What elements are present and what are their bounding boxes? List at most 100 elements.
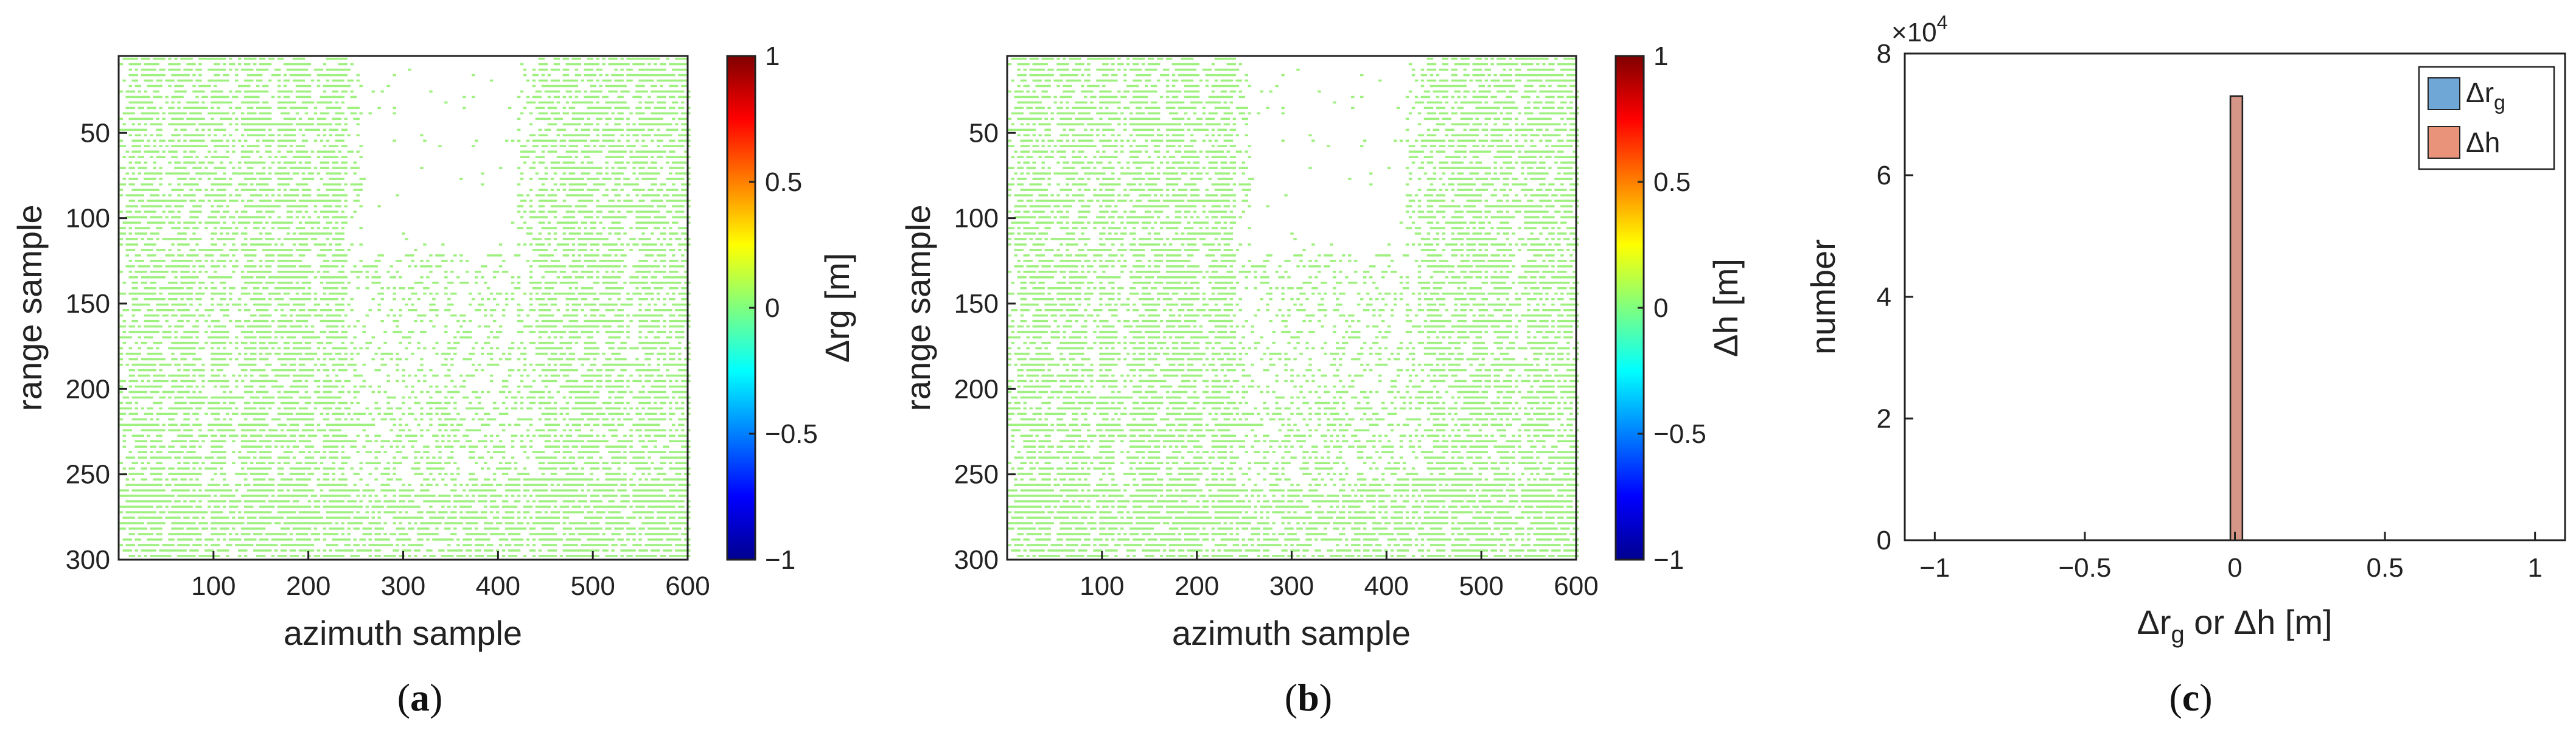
data-point [198,522,202,524]
data-point [120,145,124,148]
data-point [195,506,199,508]
data-point [147,178,150,180]
data-point [211,156,214,159]
data-point [189,210,193,213]
data-point [120,489,124,492]
data-point [129,238,133,240]
data-point [180,489,184,492]
data-point [144,336,148,339]
data-point [135,304,139,306]
data-point [180,298,184,301]
data-point [174,364,178,366]
data-point [168,183,172,186]
data-point [192,533,196,535]
data-point [208,380,211,383]
data-point [186,527,190,530]
data-point [135,134,139,137]
data-point [144,369,148,372]
data-point [208,325,211,328]
data-point [192,134,196,137]
data-point [138,495,142,497]
data-point [120,227,124,229]
data-point [198,221,202,224]
data-point [177,172,181,175]
data-point [195,107,199,109]
data-point [201,172,205,175]
data-point [189,178,193,180]
data-point [186,484,190,486]
data-point [192,113,196,115]
data-point [168,336,172,339]
data-point [180,145,184,148]
data-point [177,243,181,246]
data-point [186,397,190,399]
data-point [165,254,169,257]
data-point [165,380,169,383]
data-point [208,484,211,486]
data-point [156,544,159,546]
data-point [192,462,196,465]
data-point [201,375,205,377]
data-point [135,260,139,262]
data-point [183,69,187,71]
data-point [126,538,130,541]
data-point [150,429,153,432]
data-point [208,408,211,410]
data-point [159,364,162,366]
data-point [195,189,199,191]
data-point [138,506,142,508]
data-point [183,113,187,115]
data-point [141,462,145,465]
data-point [168,172,172,175]
data-point [153,221,156,224]
data-point [180,391,184,394]
data-point [201,397,205,399]
data-point [135,500,139,502]
data-point [135,446,139,448]
data-point [211,331,214,333]
data-point [183,123,187,126]
data-point [141,140,145,142]
data-point [141,408,145,410]
data-point [120,544,124,546]
data-point [141,489,145,492]
data-point [156,320,159,322]
data-point [153,140,156,142]
data-point [177,473,181,475]
data-point [186,413,190,415]
data-point [156,85,159,88]
data-point [186,369,190,372]
data-point [198,457,202,459]
data-point [201,129,205,131]
data-point [192,424,196,426]
data-point [150,189,153,191]
data-point [132,91,136,93]
data-point [192,555,196,557]
data-point [189,140,193,142]
data-point [162,276,166,279]
data-point [150,107,153,109]
data-point [192,522,196,524]
data-point [132,457,136,459]
data-point [192,123,196,126]
data-point [186,467,190,470]
data-point [208,80,211,82]
data-point [150,353,153,355]
data-point [165,96,169,99]
data-point [138,538,142,541]
data-point [183,435,187,437]
data-point [144,315,148,317]
data-point [159,216,162,218]
data-point [147,118,150,120]
data-point [168,113,172,115]
data-point [147,304,150,306]
data-point [135,527,139,530]
data-point [126,309,130,311]
data-point [129,336,133,339]
data-point [141,467,145,470]
data-point [123,178,127,180]
data-point [153,402,156,405]
data-point [150,113,153,115]
data-point [211,183,214,186]
data-point [159,500,162,502]
